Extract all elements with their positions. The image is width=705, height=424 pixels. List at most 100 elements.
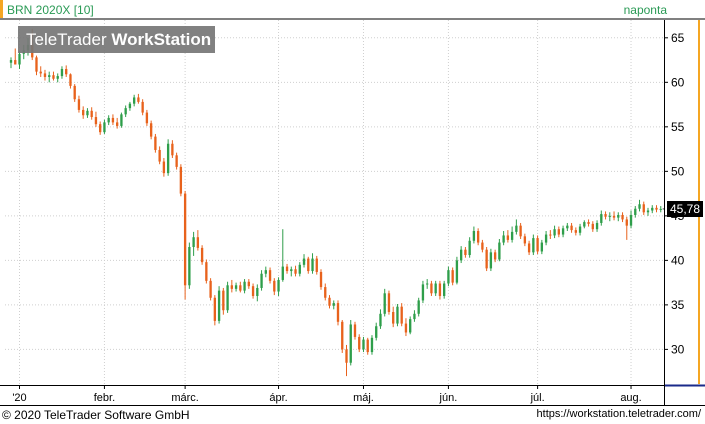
candle-body (188, 247, 191, 286)
candle-body (243, 281, 246, 291)
candle-body (336, 303, 340, 322)
candle-body (171, 143, 174, 156)
candle-body (260, 273, 263, 288)
x-tick-label: máj. (353, 392, 374, 404)
candle-body (544, 234, 548, 243)
candle-body (285, 266, 289, 272)
candle-body (634, 208, 637, 215)
candle-body (94, 117, 98, 125)
candle-body (659, 208, 662, 210)
candle-body (294, 269, 297, 274)
candle-body (90, 110, 93, 118)
candle-body (213, 297, 217, 321)
candle-body (332, 303, 335, 306)
y-tick-label: 40 (671, 253, 685, 267)
candle-body (48, 75, 51, 77)
candle-body (39, 71, 42, 74)
candle-body (14, 60, 17, 65)
candle-body (604, 214, 607, 217)
candle-body (379, 313, 382, 327)
candle-body (99, 124, 102, 133)
candle-body (510, 231, 514, 240)
candle-body (362, 339, 365, 350)
candle-body (498, 242, 501, 260)
candle-body (413, 313, 416, 320)
candle-body (472, 230, 476, 241)
candle-body (120, 114, 123, 126)
candle-body (324, 287, 327, 298)
candle-body (485, 249, 488, 269)
interval-label[interactable]: naponta (623, 3, 667, 17)
candle-body (311, 258, 314, 272)
candle-body (430, 283, 433, 294)
candle-body (489, 252, 493, 269)
candle-body (328, 297, 331, 306)
x-axis: '20 febr. márc. ápr. máj. jún. júl. aug. (12, 385, 642, 404)
y-tick-label: 50 (671, 164, 685, 178)
candle-body (387, 293, 391, 312)
candle-body (141, 101, 144, 113)
source-url[interactable]: https://workstation.teletrader.com/ (536, 408, 701, 420)
candle-body (319, 271, 323, 288)
candle-body (625, 219, 628, 226)
candle-body (124, 108, 127, 115)
candle-body (209, 280, 212, 298)
y-tick-label: 35 (671, 298, 685, 312)
candle-body (434, 283, 437, 294)
y-tick-label: 60 (671, 75, 685, 89)
candle-body (426, 283, 429, 285)
candle-body (277, 279, 280, 292)
candle-body (566, 225, 569, 229)
candle-body (612, 215, 616, 218)
candle-body (77, 99, 81, 110)
candle-body (149, 123, 153, 137)
candle-body (341, 321, 344, 350)
symbol-title: BRN 2020X [10] (7, 3, 94, 17)
candle-body (166, 143, 170, 174)
candle-body (417, 300, 420, 314)
grid-lines (5, 20, 664, 385)
candle-body (476, 230, 480, 243)
candle-body (549, 234, 552, 236)
candle-body (302, 258, 306, 265)
candle-body (553, 229, 556, 236)
candle-body (35, 57, 38, 72)
candle-body (502, 235, 505, 243)
candle-body (358, 336, 361, 350)
last-price-tag: 45,78 (667, 200, 703, 217)
watermark-logo: TeleTrader WorkStation (18, 26, 215, 53)
candle-body (73, 85, 76, 100)
candle-body (128, 103, 132, 109)
logo-brand: TeleTrader (26, 30, 107, 49)
candle-body (307, 258, 310, 272)
candle-body (290, 269, 293, 272)
candle-body (82, 109, 85, 116)
candle-body (646, 210, 650, 213)
candle-body (587, 222, 590, 224)
candle-body (404, 323, 408, 333)
candle-body (392, 312, 395, 324)
candle-body (103, 122, 106, 133)
candle-body (515, 225, 518, 232)
candle-body (230, 285, 233, 289)
candle-body (183, 193, 187, 286)
candle-body (383, 293, 386, 314)
candle-body (9, 60, 13, 63)
candle-body (536, 238, 539, 252)
x-tick-label: jún. (439, 392, 458, 404)
candle-body (421, 284, 425, 301)
candle-body (617, 214, 620, 218)
candle-body (523, 236, 527, 244)
candle-body (137, 97, 140, 102)
x-tick-label: márc. (171, 392, 199, 404)
candle-body (268, 270, 272, 281)
candle-body (527, 243, 531, 253)
candle-body (447, 270, 450, 284)
candle-body (561, 228, 565, 235)
logo-product: WorkStation (111, 30, 212, 49)
candle-body (158, 149, 161, 162)
candle-body (578, 226, 582, 233)
candle-body (315, 258, 318, 272)
candle-body (60, 68, 64, 77)
candle-body (574, 230, 577, 233)
